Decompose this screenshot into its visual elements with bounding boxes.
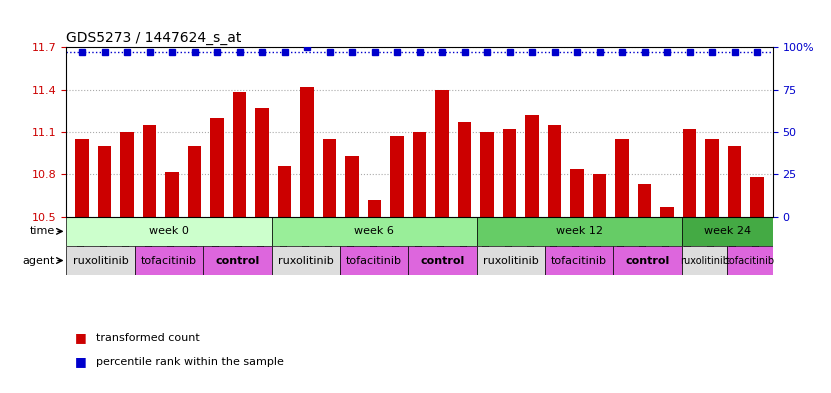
Bar <box>210 118 224 217</box>
Text: week 12: week 12 <box>556 226 602 236</box>
Text: tofacitinib: tofacitinib <box>551 255 607 266</box>
Text: week 6: week 6 <box>354 226 394 236</box>
Text: ■: ■ <box>75 355 86 368</box>
Bar <box>593 174 607 217</box>
Bar <box>323 139 337 217</box>
Bar <box>233 92 247 217</box>
Bar <box>548 125 562 217</box>
Bar <box>76 139 89 217</box>
FancyBboxPatch shape <box>135 246 204 275</box>
FancyBboxPatch shape <box>613 246 681 275</box>
Text: control: control <box>215 255 259 266</box>
Text: transformed count: transformed count <box>96 333 199 343</box>
Bar <box>525 115 538 217</box>
Text: week 24: week 24 <box>704 226 751 236</box>
Bar <box>165 172 179 217</box>
Bar <box>503 129 516 217</box>
Bar <box>301 87 314 217</box>
FancyBboxPatch shape <box>340 246 408 275</box>
Bar <box>188 146 201 217</box>
FancyBboxPatch shape <box>477 217 681 246</box>
Text: time: time <box>30 226 55 236</box>
Bar <box>120 132 134 217</box>
Bar <box>368 200 381 217</box>
Text: week 0: week 0 <box>149 226 189 236</box>
Text: tofacitinib: tofacitinib <box>141 255 197 266</box>
FancyBboxPatch shape <box>477 246 545 275</box>
Text: ruxolitinib: ruxolitinib <box>278 255 333 266</box>
Text: ■: ■ <box>75 331 86 345</box>
Bar <box>346 156 359 217</box>
Bar <box>278 166 292 217</box>
Text: agent: agent <box>22 255 55 266</box>
FancyBboxPatch shape <box>272 246 340 275</box>
Bar <box>435 90 449 217</box>
Bar <box>661 207 674 217</box>
Text: GDS5273 / 1447624_s_at: GDS5273 / 1447624_s_at <box>66 31 242 45</box>
Bar <box>728 146 741 217</box>
FancyBboxPatch shape <box>727 246 773 275</box>
Text: tofacitinib: tofacitinib <box>346 255 402 266</box>
FancyBboxPatch shape <box>204 246 272 275</box>
FancyBboxPatch shape <box>681 217 773 246</box>
Text: ruxolitinib: ruxolitinib <box>483 255 538 266</box>
Bar <box>616 139 629 217</box>
Text: control: control <box>420 255 465 266</box>
Bar <box>750 177 764 217</box>
Bar <box>458 122 471 217</box>
FancyBboxPatch shape <box>545 246 613 275</box>
Text: control: control <box>626 255 670 266</box>
Text: ruxolitinib: ruxolitinib <box>73 255 129 266</box>
Bar <box>391 136 404 217</box>
FancyBboxPatch shape <box>681 246 727 275</box>
Bar <box>480 132 494 217</box>
Bar <box>413 132 426 217</box>
Bar <box>143 125 156 217</box>
Bar <box>255 108 269 217</box>
Bar <box>683 129 696 217</box>
Text: percentile rank within the sample: percentile rank within the sample <box>96 356 283 367</box>
Bar <box>638 184 652 217</box>
Bar <box>570 169 584 217</box>
Bar <box>98 146 111 217</box>
FancyBboxPatch shape <box>272 217 477 246</box>
Text: tofacitinib: tofacitinib <box>725 255 774 266</box>
FancyBboxPatch shape <box>408 246 477 275</box>
FancyBboxPatch shape <box>66 217 272 246</box>
Text: ruxolitinib: ruxolitinib <box>680 255 729 266</box>
Bar <box>706 139 719 217</box>
FancyBboxPatch shape <box>66 246 135 275</box>
